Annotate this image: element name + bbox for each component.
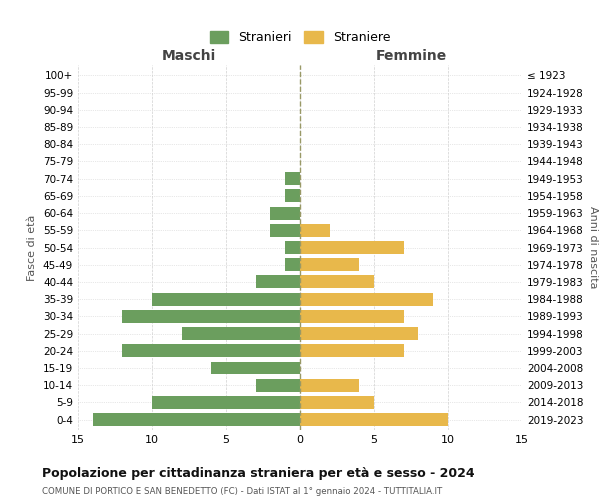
Bar: [256, 379, 300, 392]
Bar: [211, 362, 300, 374]
Bar: [300, 258, 359, 271]
Bar: [271, 206, 300, 220]
Bar: [285, 241, 300, 254]
Text: Maschi: Maschi: [162, 50, 216, 64]
Bar: [300, 241, 404, 254]
Text: Femmine: Femmine: [376, 50, 446, 64]
Bar: [300, 396, 374, 409]
Bar: [152, 292, 300, 306]
Y-axis label: Anni di nascita: Anni di nascita: [587, 206, 598, 289]
Bar: [300, 224, 329, 236]
Bar: [300, 310, 404, 323]
Text: Popolazione per cittadinanza straniera per età e sesso - 2024: Popolazione per cittadinanza straniera p…: [42, 468, 475, 480]
Bar: [256, 276, 300, 288]
Bar: [285, 190, 300, 202]
Bar: [300, 327, 418, 340]
Y-axis label: Fasce di età: Fasce di età: [28, 214, 37, 280]
Bar: [300, 344, 404, 358]
Bar: [93, 413, 300, 426]
Bar: [300, 276, 374, 288]
Bar: [300, 413, 448, 426]
Text: COMUNE DI PORTICO E SAN BENEDETTO (FC) - Dati ISTAT al 1° gennaio 2024 - TUTTITA: COMUNE DI PORTICO E SAN BENEDETTO (FC) -…: [42, 488, 442, 496]
Bar: [271, 224, 300, 236]
Legend: Stranieri, Straniere: Stranieri, Straniere: [206, 28, 394, 48]
Bar: [285, 258, 300, 271]
Bar: [300, 292, 433, 306]
Bar: [122, 344, 300, 358]
Bar: [152, 396, 300, 409]
Bar: [122, 310, 300, 323]
Bar: [285, 172, 300, 185]
Bar: [182, 327, 300, 340]
Bar: [300, 379, 359, 392]
